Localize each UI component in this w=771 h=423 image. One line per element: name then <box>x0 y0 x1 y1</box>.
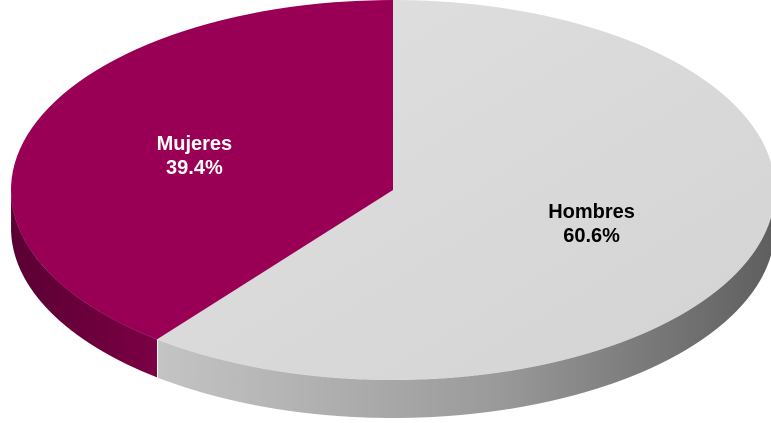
slice-value-hombres: 60.6% <box>563 225 620 247</box>
pie-tops <box>10 0 771 380</box>
slice-value-mujeres: 39.4% <box>166 157 223 179</box>
pie-side-hombres <box>157 217 771 418</box>
pie-slice-hombres <box>156 0 771 380</box>
slice-label-hombres: Hombres <box>548 201 635 223</box>
pie-sides <box>11 192 771 418</box>
pie-side-mujeres <box>11 192 157 378</box>
pie-slice-mujeres <box>10 0 393 340</box>
slice-label-mujeres: Mujeres <box>157 133 233 155</box>
